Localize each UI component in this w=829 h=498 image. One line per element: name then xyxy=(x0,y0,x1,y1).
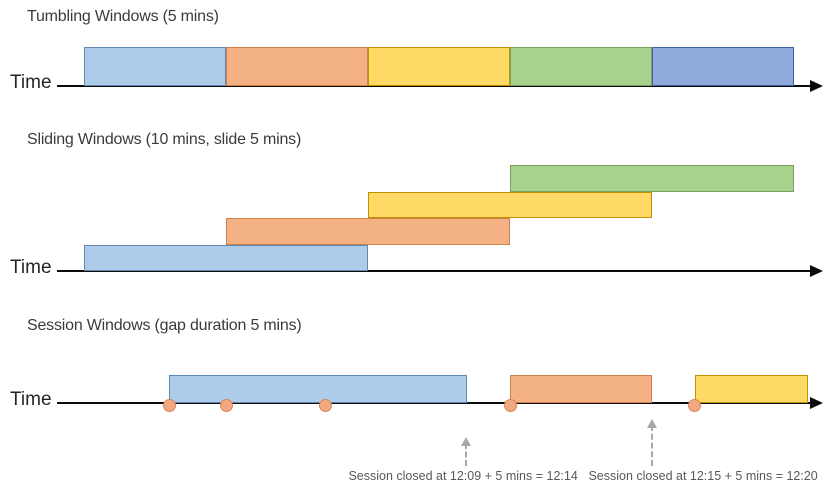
sliding-window-bar-w4 xyxy=(510,165,794,192)
tumbling-time-axis xyxy=(57,85,810,87)
session-section-title: Session Windows (gap duration 5 mins) xyxy=(27,317,302,334)
session-time-axis-label: Time xyxy=(10,389,52,410)
tumbling-window-bar-w4 xyxy=(510,47,652,86)
session-axis-arrowhead-icon xyxy=(810,397,823,409)
tumbling-section-title: Tumbling Windows (5 mins) xyxy=(27,8,219,25)
sliding-window-bar-w2 xyxy=(226,218,510,245)
sliding-window-bar-w3 xyxy=(368,191,652,218)
session-window-bar-w1 xyxy=(169,375,468,403)
session-time-axis xyxy=(57,402,810,404)
session-close-arrowhead-icon xyxy=(647,419,657,428)
sliding-axis-arrowhead-icon xyxy=(810,265,823,277)
session-event-dot xyxy=(503,399,517,412)
session-event-dot-1204 xyxy=(162,399,176,412)
session-closed-annotation-1: Session closed at 12:09 + 5 mins = 12:14 xyxy=(348,469,578,483)
session-event-dot-1222 xyxy=(688,399,702,412)
session-window-bar-w2 xyxy=(510,375,652,403)
tumbling-window-bar-w1 xyxy=(84,47,226,86)
tumbling-axis-arrowhead-icon xyxy=(810,80,823,92)
tumbling-window-bar-w2 xyxy=(226,47,368,86)
session-close-arrowhead-icon xyxy=(460,437,471,446)
session-event-dot xyxy=(219,399,233,412)
session-close-arrow-icon xyxy=(464,443,467,466)
session-closed-annotation-2: Session closed at 12:15 + 5 mins = 12:20 xyxy=(588,469,818,483)
tumbling-window-bar-w3 xyxy=(368,47,510,86)
session-window-bar-w3 xyxy=(694,375,809,403)
sliding-window-bar-w1 xyxy=(84,244,368,271)
tumbling-window-bar-w5 xyxy=(652,47,794,86)
sliding-time-axis-label: Time xyxy=(10,257,52,278)
sliding-section-title: Sliding Windows (10 mins, slide 5 mins) xyxy=(27,131,302,148)
sliding-time-axis xyxy=(57,270,810,272)
session-close-arrow-icon xyxy=(651,425,653,466)
tumbling-time-axis-label: Time xyxy=(10,72,52,93)
session-event-dot-1209 xyxy=(318,399,332,412)
